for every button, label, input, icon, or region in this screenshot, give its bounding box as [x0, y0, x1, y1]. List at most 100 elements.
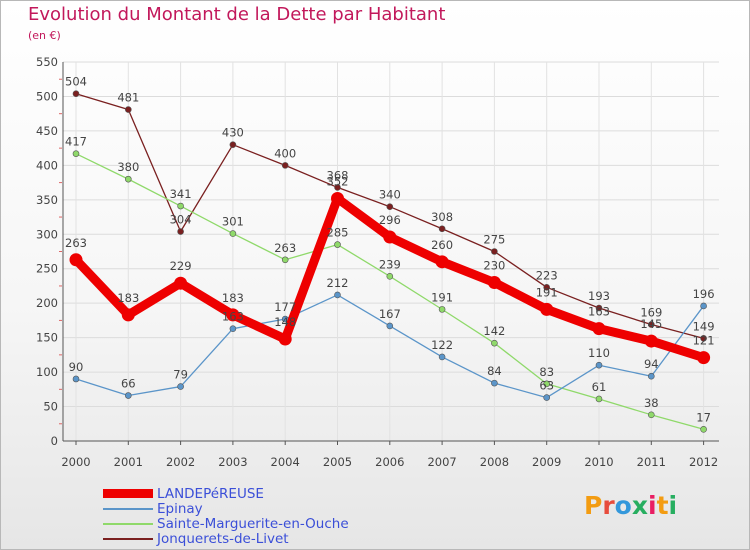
data-label: 196 [693, 287, 715, 301]
data-point [69, 253, 83, 267]
data-point [281, 162, 289, 169]
data-label: 63 [539, 379, 554, 393]
legend-item: Jonquerets-de-Livet [103, 531, 349, 547]
x-tick-label: 2009 [532, 455, 561, 469]
x-tick-label: 2001 [114, 455, 143, 469]
data-label: 94 [644, 357, 659, 371]
data-point [438, 306, 446, 313]
brand-letter: i [668, 491, 678, 520]
data-label: 417 [65, 135, 87, 149]
data-label: 148 [274, 315, 296, 329]
data-label: 142 [483, 324, 505, 338]
data-point [438, 225, 446, 233]
data-point [487, 276, 501, 290]
data-label: 380 [117, 160, 139, 174]
data-label: 193 [588, 289, 610, 303]
data-label: 341 [170, 187, 192, 201]
y-tick-label: 350 [36, 193, 58, 207]
data-point [72, 90, 80, 97]
data-point [386, 203, 394, 211]
y-tick-label: 100 [36, 365, 58, 379]
x-tick-label: 2000 [61, 455, 90, 469]
brand-letter: x [631, 491, 648, 520]
data-point [592, 322, 606, 336]
data-point [647, 321, 655, 328]
y-tick-label: 50 [43, 400, 58, 414]
legend-swatch [103, 489, 153, 498]
data-point [281, 256, 289, 264]
data-label: 275 [483, 233, 505, 247]
x-tick-label: 2008 [480, 455, 509, 469]
data-label: 263 [65, 236, 87, 250]
data-label: 163 [588, 305, 610, 319]
data-label: 163 [222, 310, 244, 324]
data-label: 304 [170, 213, 192, 227]
data-point [435, 255, 449, 269]
data-label: 352 [327, 174, 349, 188]
data-label: 212 [327, 276, 349, 290]
data-point [595, 304, 603, 312]
y-tick-label: 500 [36, 89, 58, 103]
data-label: 121 [693, 334, 715, 348]
data-label: 84 [487, 364, 502, 378]
data-point [125, 392, 132, 399]
x-tick-label: 2010 [584, 455, 613, 469]
data-point [177, 202, 184, 210]
data-point [540, 302, 554, 316]
x-tick-label: 2004 [271, 455, 300, 469]
data-point [644, 334, 658, 348]
brand-letter: r [602, 491, 615, 520]
data-label: 296 [379, 213, 401, 227]
x-tick-label: 2011 [637, 455, 666, 469]
brand-logo: Proxiti [584, 491, 677, 520]
data-label: 230 [483, 259, 505, 273]
y-tick-label: 550 [36, 55, 58, 69]
legend-item: LANDEPéREUSE [103, 485, 349, 502]
data-point [383, 230, 397, 244]
data-point [177, 383, 184, 390]
data-label: 169 [640, 306, 662, 320]
data-label: 110 [588, 346, 610, 360]
data-label: 239 [379, 257, 401, 271]
legend-item: Epinay [103, 500, 349, 517]
data-point [543, 284, 551, 291]
chart-title: Evolution du Montant de la Dette par Hab… [28, 4, 446, 25]
data-label: 308 [431, 210, 453, 224]
data-label: 79 [173, 368, 188, 382]
data-point [125, 175, 132, 183]
data-point [72, 150, 80, 157]
data-point [491, 379, 498, 387]
data-label: 122 [431, 338, 453, 352]
legend-swatch [103, 522, 153, 525]
data-label: 229 [170, 259, 192, 273]
data-point [229, 141, 237, 148]
brand-letter: t [656, 491, 669, 520]
data-label: 177 [274, 300, 296, 314]
data-label: 223 [536, 268, 558, 282]
x-tick-label: 2006 [375, 455, 404, 469]
legend-label: LANDEPéREUSE [157, 485, 264, 502]
legend: LANDEPéREUSE Epinay Sainte-Marguerite-en-O… [103, 485, 349, 547]
data-label: 191 [431, 290, 453, 304]
data-label: 83 [539, 365, 554, 379]
data-point [121, 308, 135, 322]
x-tick-label: 2003 [218, 455, 247, 469]
data-point [174, 276, 188, 290]
data-label: 38 [644, 396, 659, 410]
data-point [700, 425, 707, 433]
x-tick-label: 2005 [323, 455, 352, 469]
y-tick-label: 0 [51, 434, 58, 448]
brand-letter: P [584, 491, 603, 520]
data-point [331, 191, 344, 205]
data-point [647, 372, 655, 380]
legend-label: Epinay [157, 500, 203, 517]
data-label: 183 [222, 291, 244, 305]
data-label: 430 [222, 126, 244, 140]
x-tick-label: 2002 [166, 455, 195, 469]
data-point [226, 308, 240, 322]
data-label: 183 [117, 291, 139, 305]
data-point [697, 351, 711, 365]
data-label: 368 [327, 168, 349, 182]
